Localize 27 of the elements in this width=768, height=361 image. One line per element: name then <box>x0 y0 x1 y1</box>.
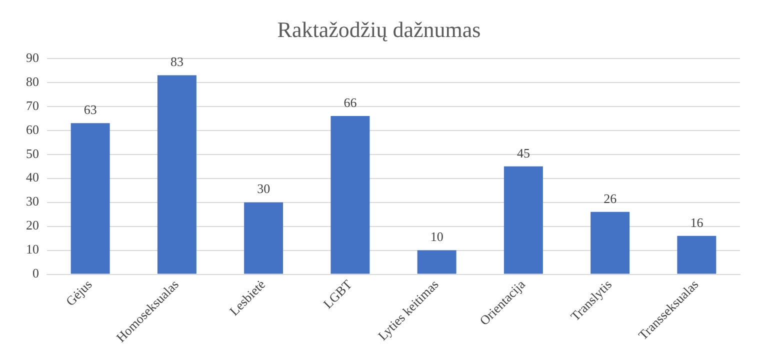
data-label: 83 <box>170 54 184 70</box>
y-tick-label: 40 <box>26 170 39 185</box>
data-label: 63 <box>84 102 97 118</box>
y-tick-label: 90 <box>26 50 39 65</box>
y-tick-label: 30 <box>26 194 39 209</box>
y-tick-label: 50 <box>26 146 39 161</box>
y-tick-label: 0 <box>32 266 39 281</box>
y-tick-label: 80 <box>26 74 39 89</box>
bar <box>70 123 110 274</box>
data-label: 30 <box>257 181 270 196</box>
bar <box>157 75 196 274</box>
bar <box>330 116 370 274</box>
bar <box>417 250 456 274</box>
data-label: 16 <box>690 214 704 230</box>
data-label: 45 <box>516 145 530 160</box>
bar <box>244 202 284 274</box>
chart-title: Raktažodžių dažnumas <box>277 16 481 42</box>
data-label: 10 <box>430 229 444 244</box>
bar <box>590 212 630 274</box>
bar <box>677 236 716 274</box>
y-tick-label: 60 <box>26 122 39 137</box>
data-label: 26 <box>604 190 618 206</box>
y-tick-label: 10 <box>26 242 39 257</box>
y-tick-label: 20 <box>26 218 39 233</box>
data-label: 66 <box>344 94 358 110</box>
y-tick-label: 70 <box>26 98 39 113</box>
bar <box>504 166 543 274</box>
